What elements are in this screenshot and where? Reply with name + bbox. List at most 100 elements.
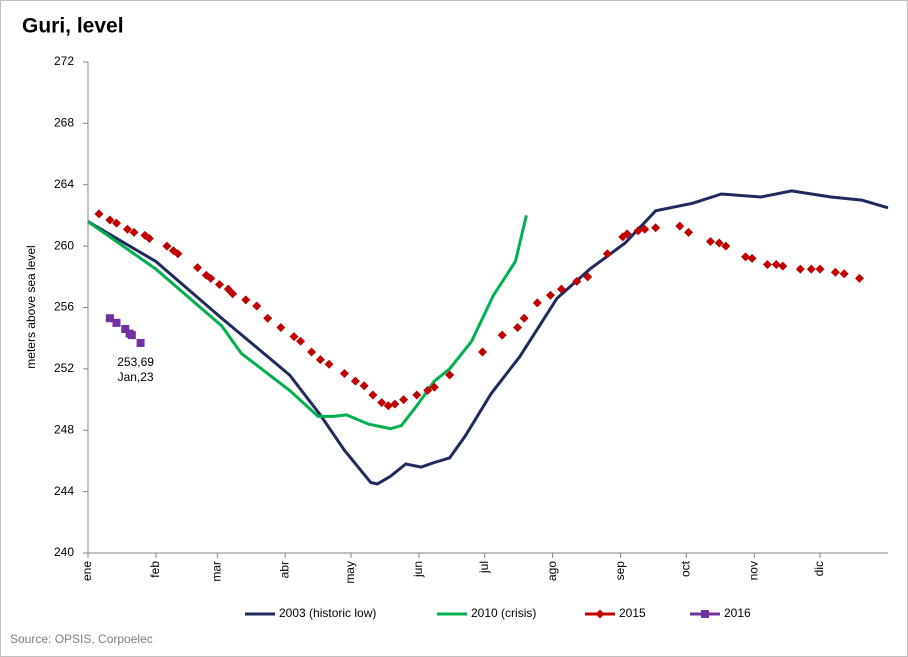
marker xyxy=(94,209,104,219)
x-tick-label: may xyxy=(343,561,357,584)
marker xyxy=(830,267,840,277)
marker xyxy=(839,269,849,279)
marker xyxy=(513,322,523,332)
marker xyxy=(193,263,203,273)
marker xyxy=(855,273,865,283)
y-tick-label: 244 xyxy=(54,484,74,498)
x-tick-label: nov xyxy=(746,561,760,580)
marker xyxy=(129,227,139,237)
marker xyxy=(519,313,529,323)
marker xyxy=(241,295,251,305)
marker xyxy=(339,368,349,378)
marker xyxy=(111,218,121,228)
marker xyxy=(289,332,299,342)
marker xyxy=(399,395,409,405)
marker xyxy=(122,224,132,234)
marker xyxy=(595,609,605,619)
marker xyxy=(390,399,400,409)
marker xyxy=(806,264,816,274)
x-tick-label: dic xyxy=(812,561,826,576)
legend-label: 2016 xyxy=(724,606,751,620)
marker xyxy=(368,390,378,400)
marker xyxy=(572,276,582,286)
marker xyxy=(701,610,709,618)
marker xyxy=(684,227,694,237)
marker xyxy=(206,273,216,283)
y-tick-label: 260 xyxy=(54,238,74,252)
source: Source: OPSIS, Corpoelec xyxy=(10,632,153,646)
marker xyxy=(675,221,685,231)
x-tick-label: jun xyxy=(411,561,425,578)
marker xyxy=(602,249,612,259)
marker xyxy=(173,249,183,259)
x-tick-label: abr xyxy=(277,561,291,578)
marker xyxy=(583,272,593,282)
marker xyxy=(215,279,225,289)
legend-label: 2010 (crisis) xyxy=(471,606,536,620)
marker xyxy=(144,233,154,243)
marker xyxy=(705,237,715,247)
marker xyxy=(747,253,757,263)
marker xyxy=(412,390,422,400)
annotation: Jan,23 xyxy=(118,370,154,384)
marker xyxy=(105,215,115,225)
marker xyxy=(778,261,788,271)
x-tick-label: ene xyxy=(80,561,94,581)
chart-title: Guri, level xyxy=(22,15,124,38)
marker xyxy=(121,324,130,333)
marker xyxy=(252,301,262,311)
marker xyxy=(359,381,369,391)
y-tick-label: 240 xyxy=(54,545,74,559)
marker xyxy=(478,347,488,357)
marker xyxy=(429,382,439,392)
marker xyxy=(622,229,632,239)
x-tick-label: jul xyxy=(477,561,491,574)
marker xyxy=(556,284,566,294)
marker xyxy=(296,336,306,346)
marker xyxy=(105,314,114,323)
y-tick-label: 248 xyxy=(54,422,74,436)
marker xyxy=(532,298,542,308)
marker xyxy=(112,318,121,327)
legend-label: 2003 (historic low) xyxy=(279,606,376,620)
marker xyxy=(377,398,387,408)
marker xyxy=(741,252,751,262)
marker xyxy=(445,370,455,380)
marker xyxy=(276,322,286,332)
marker xyxy=(162,241,172,251)
y-tick-label: 272 xyxy=(54,54,74,68)
marker xyxy=(324,359,334,369)
x-tick-label: ago xyxy=(545,561,559,581)
marker xyxy=(640,224,650,234)
series-line xyxy=(87,189,889,486)
marker xyxy=(771,260,781,270)
marker xyxy=(350,376,360,386)
y-axis-label: meters above sea level xyxy=(24,245,38,368)
marker xyxy=(545,290,555,300)
x-tick-label: oct xyxy=(679,560,693,577)
y-tick-label: 252 xyxy=(54,361,74,375)
marker xyxy=(633,226,643,236)
x-tick-label: mar xyxy=(209,561,223,582)
marker xyxy=(315,355,325,365)
marker xyxy=(497,330,507,340)
marker xyxy=(127,331,136,340)
marker xyxy=(762,260,772,270)
marker xyxy=(136,338,145,347)
marker xyxy=(228,289,238,299)
marker xyxy=(815,264,825,274)
marker xyxy=(423,385,433,395)
marker xyxy=(383,401,393,411)
y-tick-label: 264 xyxy=(54,177,74,191)
marker xyxy=(307,347,317,357)
annotation: 253,69 xyxy=(117,355,154,369)
y-tick-label: 268 xyxy=(54,116,74,130)
marker xyxy=(714,238,724,248)
series-line xyxy=(87,215,528,431)
legend-label: 2015 xyxy=(619,606,646,620)
marker xyxy=(651,223,661,233)
marker xyxy=(721,241,731,251)
marker xyxy=(263,313,273,323)
